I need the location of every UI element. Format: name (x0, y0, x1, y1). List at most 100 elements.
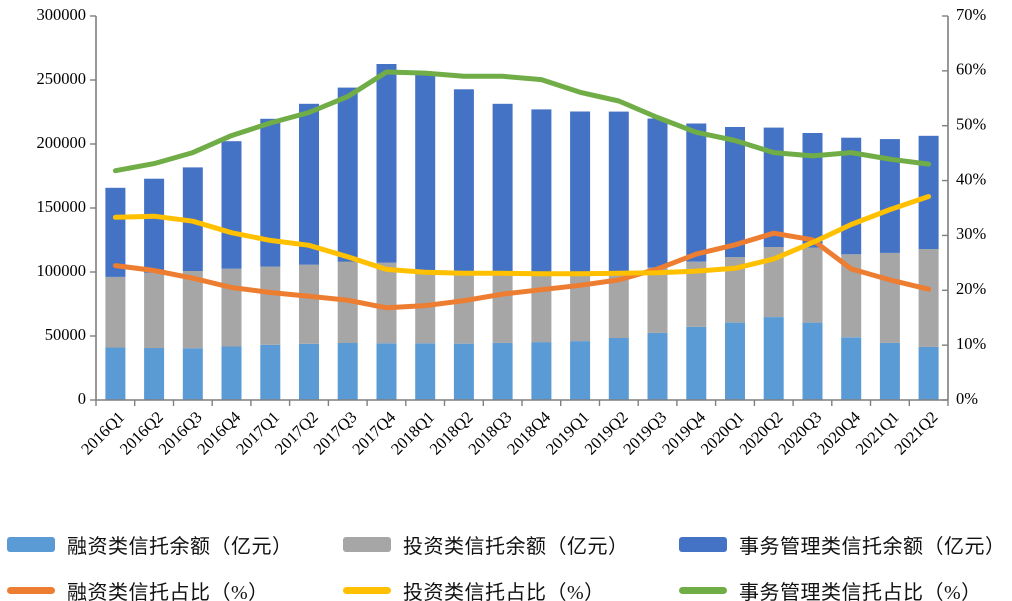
bar-segment-administrative-balance (260, 118, 281, 267)
bar-segment-investment-balance (376, 262, 397, 344)
bar-segment-administrative-balance (879, 139, 900, 253)
bar-segment-investment-balance (221, 268, 242, 347)
legend-swatch-financing-balance (7, 536, 55, 552)
bar-segment-investment-balance (647, 267, 668, 333)
bar-segment-investment-balance (105, 276, 126, 348)
legend-label-administrative-ratio: 事务管理类信托占比（%） (739, 581, 982, 601)
bar-segment-financing-balance (531, 342, 552, 400)
bar-segment-investment-balance (841, 254, 862, 338)
bar-segment-administrative-balance (763, 127, 784, 247)
bar-segment-financing-balance (144, 348, 165, 400)
bar-segment-financing-balance (105, 347, 126, 400)
line-series-administrative-ratio (112, 69, 932, 174)
bar-segment-administrative-balance (918, 135, 939, 249)
legend-item-financing-ratio: 融资类信托占比（%） (7, 576, 343, 601)
legend-label-financing-ratio: 融资类信托占比（%） (67, 581, 269, 601)
legend-item-administrative-balance: 事务管理类信托余额（亿元） (679, 530, 1009, 559)
left-axis-tick-label: 100000 (37, 261, 87, 280)
left-axis-tick-label: 50000 (45, 325, 86, 344)
chart-svg: 0 50000 100000 150000 200000 250000 300000 0% 10… (37, 5, 987, 459)
bar-segment-investment-balance (182, 271, 203, 349)
bar-segment-investment-balance (725, 257, 745, 323)
bar-segment-investment-balance (918, 249, 939, 347)
bar-segment-financing-balance (415, 343, 436, 400)
bar-segment-administrative-balance (802, 133, 823, 248)
bar-segment-administrative-balance (415, 72, 436, 271)
bar-segment-financing-balance (647, 332, 668, 400)
bar-segment-administrative-balance (105, 187, 126, 277)
bar-segment-administrative-balance (144, 178, 165, 273)
line-series-financing-ratio (112, 230, 932, 311)
legend-swatch-administrative-ratio (679, 586, 727, 594)
legend-label-financing-balance: 融资类信托余额（亿元） (67, 535, 293, 558)
bar-segment-investment-balance (686, 261, 707, 327)
right-axis-tick-label: 30% (956, 224, 987, 243)
bar-series-financing-balance (105, 317, 939, 400)
bar-segment-financing-balance (376, 343, 397, 400)
right-axis-tick-label: 60% (956, 60, 987, 79)
bar-segment-financing-balance (763, 317, 784, 400)
legend-swatch-investment-balance (343, 536, 391, 552)
bar-segment-financing-balance (570, 341, 591, 400)
bar-segment-investment-balance (299, 264, 319, 344)
left-axis-tick-label: 0 (78, 389, 86, 408)
bar-segment-investment-balance (144, 272, 165, 349)
right-axis-tick-label: 0% (956, 389, 978, 408)
bar-segment-administrative-balance (492, 103, 513, 276)
right-axis-tick-label: 20% (956, 279, 987, 298)
bar-segment-administrative-balance (570, 111, 591, 275)
legend-swatch-investment-ratio (343, 586, 391, 594)
legend-item-administrative-ratio: 事务管理类信托占比（%） (679, 576, 1009, 601)
bar-segment-financing-balance (299, 343, 319, 400)
bar-segment-administrative-balance (531, 109, 552, 276)
bar-segment-administrative-balance (337, 87, 358, 262)
bar-segment-investment-balance (531, 275, 552, 343)
left-axis-tick-label: 200000 (37, 133, 87, 152)
bar-segment-administrative-balance (608, 111, 629, 272)
bar-series-administrative-balance (105, 64, 939, 277)
bar-segment-financing-balance (841, 337, 862, 400)
right-axis-tick-label: 40% (956, 169, 987, 188)
bar-segment-administrative-balance (376, 64, 397, 263)
bar-segment-financing-balance (453, 343, 474, 400)
right-axis-tick-label: 10% (956, 334, 987, 353)
bar-segment-administrative-balance (299, 103, 319, 265)
legend-item-financing-balance: 融资类信托余额（亿元） (7, 530, 343, 559)
bar-segment-administrative-balance (686, 123, 707, 262)
chart-legend: 融资类信托余额（亿元） 投资类信托余额（亿元） 事务管理类信托余额（亿元） 融资类信托… (7, 521, 1009, 601)
left-axis-tick-label: 300000 (37, 5, 87, 24)
bar-segment-investment-balance (608, 271, 629, 338)
bar-segment-financing-balance (337, 343, 358, 400)
bar-segment-financing-balance (725, 322, 745, 400)
legend-label-investment-ratio: 投资类信托占比（%） (403, 581, 605, 601)
bar-segment-financing-balance (879, 342, 900, 400)
bar-segment-investment-balance (802, 247, 823, 323)
bar-segment-administrative-balance (725, 127, 745, 257)
legend-item-investment-balance: 投资类信托余额（亿元） (343, 530, 679, 559)
bar-segment-administrative-balance (221, 141, 242, 269)
bar-segment-financing-balance (686, 326, 707, 400)
bar-segment-investment-balance (570, 274, 591, 342)
legend-swatch-administrative-balance (679, 536, 727, 552)
bar-segment-financing-balance (918, 346, 939, 400)
bar-segment-investment-balance (260, 266, 281, 345)
x-axis-tick-label: 2021Q2 (890, 407, 941, 458)
bar-segment-financing-balance (802, 322, 823, 400)
bar-segment-administrative-balance (453, 89, 474, 272)
bar-segment-financing-balance (492, 342, 513, 400)
right-axis-tick-label: 70% (956, 5, 987, 24)
bar-segment-administrative-balance (647, 118, 668, 268)
bar-segment-financing-balance (260, 344, 281, 400)
bar-segment-financing-balance (182, 348, 203, 400)
line-series-investment-ratio (112, 194, 932, 277)
bar-segment-investment-balance (492, 275, 513, 343)
left-axis-tick-label: 250000 (37, 69, 87, 88)
bar-segment-investment-balance (763, 247, 784, 317)
bar-segment-financing-balance (608, 337, 629, 400)
right-axis-tick-label: 50% (956, 114, 987, 133)
chart-canvas: 0 50000 100000 150000 200000 250000 300000 0% 10… (37, 5, 987, 459)
legend-label-investment-balance: 投资类信托余额（亿元） (403, 535, 629, 558)
bar-segment-investment-balance (879, 252, 900, 343)
bar-segment-financing-balance (221, 346, 242, 400)
